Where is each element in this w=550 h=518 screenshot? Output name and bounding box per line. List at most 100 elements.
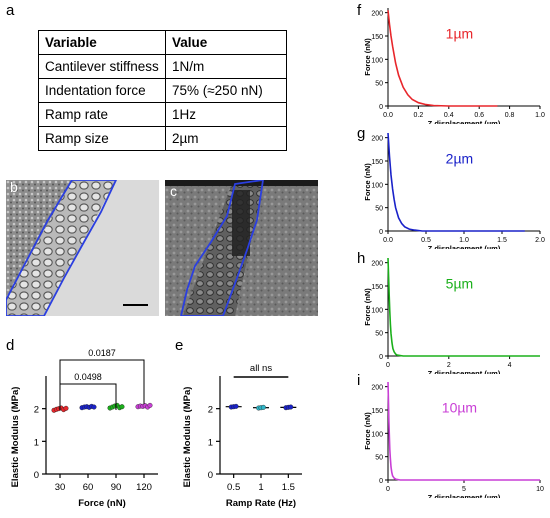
series-label: 2µm: [446, 150, 474, 166]
data-point: [288, 404, 294, 410]
y-tick-label: 200: [371, 11, 383, 18]
chart-f: 0 50 100 150 200 0.0 0.2 0.4 0.6 0.8 1.0 Z displace…: [363, 8, 545, 124]
data-point: [119, 404, 125, 410]
panel-label-a: a: [6, 2, 15, 19]
table-cell: 1Hz: [165, 102, 287, 127]
y-tick-label: 200: [371, 261, 383, 268]
x-tick-label: 2: [447, 362, 451, 369]
table-row: Ramp size 2µm: [38, 126, 287, 151]
chart-g: 0 50 100 150 200 0.0 0.5 1.0 1.5 2.0 Z displacemen…: [363, 132, 545, 249]
y-tick-label: 100: [371, 307, 383, 314]
x-tick-label: 1.0: [535, 112, 545, 119]
y-tick-label: 2: [34, 405, 39, 416]
chart-d: 0 1 2 30 60 90 120 Force (nN) Elastic Modulus (M…: [10, 348, 158, 509]
x-tick-label: 1.5: [497, 237, 507, 244]
table-cell: Ramp size: [38, 126, 166, 151]
y-tick-label: 0: [379, 104, 383, 111]
data-point: [63, 405, 69, 411]
micrograph-b: b: [6, 180, 159, 316]
y-tick-label: 50: [375, 206, 383, 213]
panel-label-e: e: [175, 337, 184, 354]
force-curve-line: [387, 10, 498, 107]
y-tick-label: 50: [375, 455, 383, 462]
x-axis-label: Z displacement (µm): [428, 244, 501, 249]
y-axis-label: Force (nN): [363, 288, 372, 326]
p-value-label: 0.0187: [88, 348, 116, 358]
x-tick-label: 30: [55, 482, 66, 493]
table-row: Indentation force 75% (≈250 nN): [38, 78, 287, 103]
panel-label-i: i: [357, 372, 361, 389]
x-tick-label: 1.5: [282, 482, 295, 493]
x-tick-label: 0.2: [414, 112, 424, 119]
y-tick-label: 150: [371, 159, 383, 166]
series-label: 5µm: [446, 275, 474, 291]
table-cell: Ramp rate: [38, 102, 166, 127]
y-tick-label: 50: [375, 331, 383, 338]
x-tick-label: 90: [111, 482, 122, 493]
x-tick-label: 60: [83, 482, 94, 493]
panel-label-f: f: [357, 2, 362, 19]
table-header-cell: Value: [165, 30, 287, 55]
significance-bracket: [59, 359, 145, 404]
table-cell: Cantilever stiffness: [38, 54, 166, 79]
parameters-table: Variable Value Cantilever stiffness 1N/m…: [38, 30, 287, 151]
y-axis-label: Force (nN): [363, 412, 372, 450]
x-tick-label: 1.0: [459, 237, 469, 244]
y-tick-label: 100: [371, 57, 383, 64]
y-tick-label: 0: [208, 470, 213, 481]
x-tick-label: 0.0: [383, 237, 393, 244]
x-tick-label: 1: [258, 482, 263, 493]
y-tick-label: 0: [34, 470, 39, 481]
series-label: 1µm: [446, 25, 474, 41]
x-tick-label: 4: [508, 362, 512, 369]
panel-label-g: g: [357, 125, 366, 142]
x-tick-label: 2.0: [535, 237, 545, 244]
chart-e: 0 1 2 0.5 1 1.5 Ramp Rate (Hz) Elastic Modulus …: [182, 363, 302, 509]
chart-i: 0 50 100 150 200 0 5 10 Z displacement (µm) Force…: [363, 381, 544, 498]
x-axis-label: Z displacement (µm): [428, 369, 501, 374]
x-tick-label: 120: [136, 482, 152, 493]
force-curve-line: [387, 132, 525, 232]
chart-h: 0 50 100 150 200 0 2 4 Z displacement (µm) Force …: [363, 257, 540, 374]
cantilever-tip: [232, 190, 250, 256]
p-value-label: 0.0498: [74, 372, 102, 382]
x-tick-label: 0: [386, 486, 390, 493]
series-label: 10µm: [442, 399, 477, 415]
x-tick-label: 0.5: [227, 482, 240, 493]
y-tick-label: 200: [371, 136, 383, 143]
y-tick-label: 1: [208, 437, 213, 448]
y-tick-label: 50: [375, 81, 383, 88]
table-cell: Indentation force: [38, 78, 166, 103]
table-cell: 1N/m: [165, 54, 287, 79]
significance-bracket: [59, 383, 117, 410]
x-axis-label: Ramp Rate (Hz): [226, 498, 296, 509]
ns-label: all ns: [250, 363, 272, 374]
data-point: [91, 404, 97, 410]
data-point: [147, 402, 153, 408]
x-tick-label: 0.0: [383, 112, 393, 119]
y-tick-label: 1: [34, 437, 39, 448]
x-tick-label: 0.4: [444, 112, 454, 119]
y-tick-label: 100: [371, 182, 383, 189]
y-tick-label: 0: [379, 229, 383, 236]
y-tick-label: 150: [371, 408, 383, 415]
micrograph-c: c: [165, 180, 318, 316]
y-axis-label: Elastic Modulus (MPa): [10, 387, 21, 488]
force-curve-line: [387, 257, 540, 357]
outline-region: [180, 180, 264, 316]
panel-label-c: c: [170, 183, 177, 199]
table-row: Ramp rate 1Hz: [38, 102, 287, 127]
x-tick-label: 5: [462, 486, 466, 493]
x-tick-label: 0: [386, 362, 390, 369]
table-cell: 2µm: [165, 126, 287, 151]
x-axis-label: Z displacement (µm): [428, 493, 501, 498]
panel-label-d: d: [6, 337, 15, 354]
x-tick-label: 10: [536, 486, 544, 493]
panel-label-b: b: [10, 180, 18, 195]
y-tick-label: 200: [371, 385, 383, 392]
y-axis-label: Force (nN): [363, 163, 372, 201]
x-axis-label: Z displacement (µm): [428, 119, 501, 124]
data-point: [260, 404, 266, 410]
table-row: Cantilever stiffness 1N/m: [38, 54, 287, 79]
table-header-row: Variable Value: [38, 30, 287, 55]
